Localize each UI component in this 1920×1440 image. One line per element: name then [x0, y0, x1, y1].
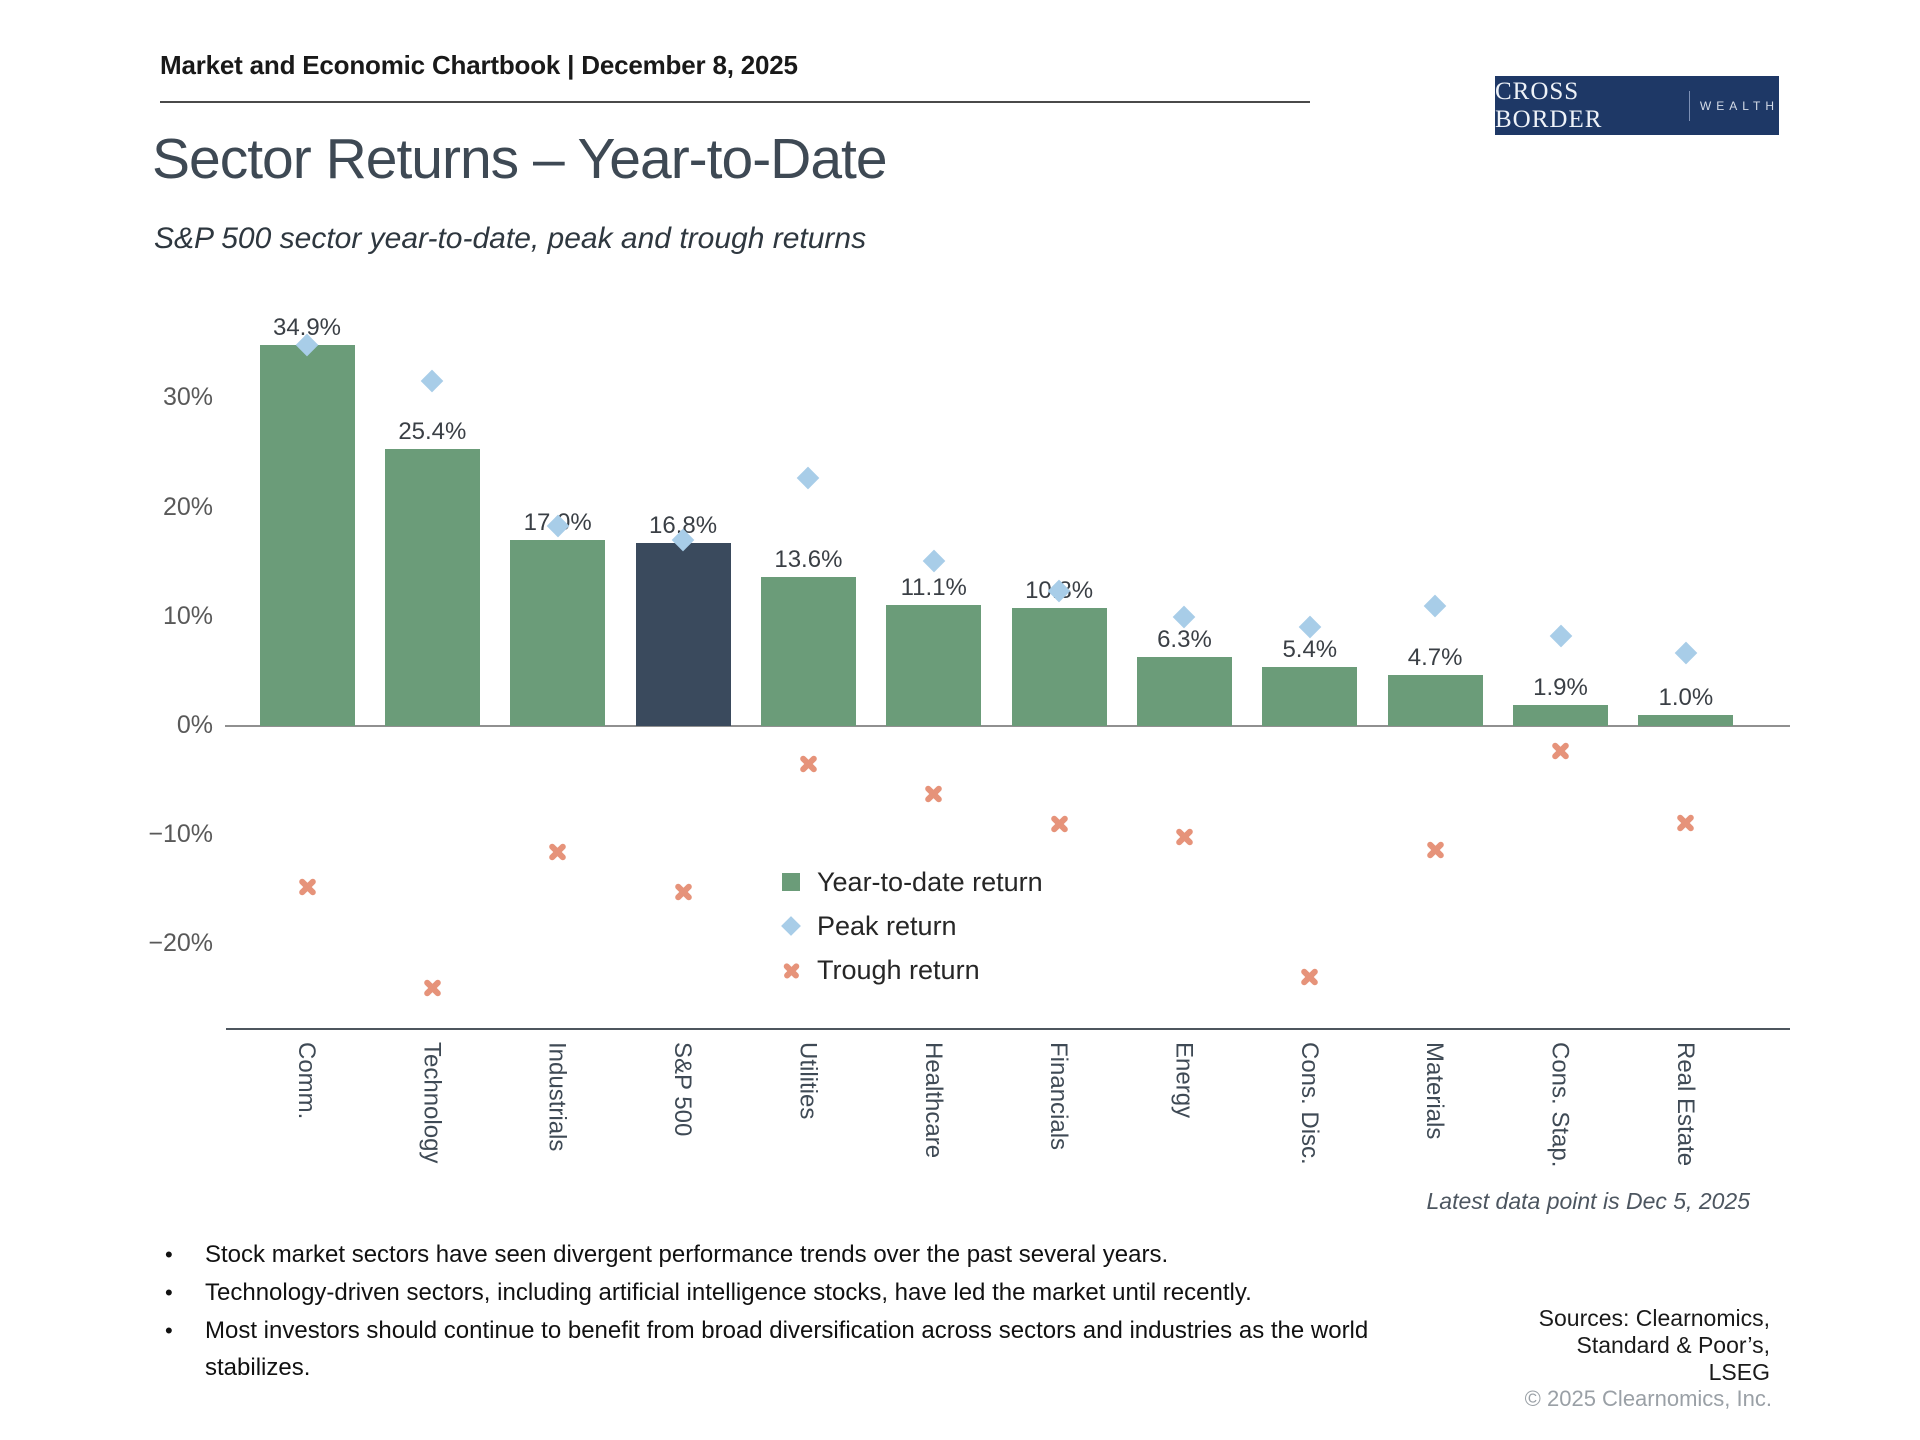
x-category-label: Industrials — [543, 1042, 571, 1152]
peak-marker — [922, 549, 946, 573]
trough-marker — [297, 876, 318, 897]
latest-data-note: Latest data point is Dec 5, 2025 — [1426, 1188, 1751, 1214]
x-category-label: Cons. Disc. — [1295, 1042, 1323, 1165]
peak-diamond-icon — [781, 916, 801, 936]
sources-line: Standard & Poor’s, — [1576, 1332, 1771, 1358]
bar-value-label: 5.4% — [1282, 636, 1338, 664]
peak-marker — [1173, 605, 1196, 629]
x-category-label: Energy — [1170, 1042, 1198, 1119]
ytd-bar-financials — [1011, 608, 1107, 726]
ytd-bar-industrials — [510, 540, 606, 726]
x-category-label: Financials — [1045, 1042, 1073, 1151]
x-category-label: Healthcare — [919, 1042, 947, 1159]
ytd-square-icon — [782, 873, 800, 891]
ytd-bar-real-estate — [1638, 715, 1734, 726]
trough-marker — [798, 754, 819, 775]
x-category-label: S&P 500 — [669, 1042, 697, 1137]
ytd-bar-technology — [384, 448, 480, 726]
trough-marker — [422, 978, 443, 999]
peak-marker — [1423, 594, 1447, 618]
legend-label-ytd: Year-to-date return — [817, 866, 1043, 897]
sources-note: Sources: Clearnomics, Standard & Poor’s,… — [1400, 1305, 1770, 1386]
bar-value-label: 1.9% — [1533, 674, 1588, 702]
legend-item-trough: Trough return — [782, 948, 1043, 992]
sources-line: LSEG — [1708, 1359, 1770, 1385]
ytd-bar-materials — [1387, 674, 1483, 726]
header-divider — [160, 101, 1310, 103]
legend-label-trough: Trough return — [817, 954, 980, 985]
ytd-bar-energy — [1136, 657, 1232, 726]
chart-legend: Year-to-date return Peak return Trough r… — [781, 860, 1043, 992]
trough-marker — [923, 783, 944, 804]
legend-item-ytd: Year-to-date return — [782, 860, 1043, 904]
bar-value-label: 1.0% — [1658, 684, 1714, 712]
copyright-note: © 2025 Clearnomics, Inc. — [1524, 1386, 1772, 1411]
chartbook-header: Market and Economic Chartbook | December… — [160, 50, 798, 80]
cross-border-wealth-logo: CROSS BORDER WEALTH — [1495, 76, 1779, 135]
peak-marker — [1674, 641, 1698, 665]
sources-line: Sources: Clearnomics, — [1538, 1305, 1770, 1331]
bullet-dot: • — [165, 1318, 173, 1343]
x-category-label: Utilities — [794, 1042, 822, 1120]
trough-marker — [1675, 813, 1696, 834]
legend-label-peak: Peak return — [817, 910, 957, 941]
trough-marker — [1550, 741, 1571, 762]
bar-value-label: 6.3% — [1157, 626, 1212, 654]
bar-value-label: 13.6% — [774, 546, 843, 574]
bar-value-label: 25.4% — [398, 417, 467, 445]
logo-divider — [1688, 90, 1690, 121]
x-category-label: Real Estate — [1671, 1042, 1699, 1167]
trough-x-icon — [782, 961, 801, 980]
y-tick-label: 0% — [176, 711, 213, 739]
ytd-bar-utilities — [760, 577, 856, 726]
ytd-bar-healthcare — [886, 604, 982, 726]
ytd-bar-comm- — [259, 344, 355, 726]
peak-marker — [421, 369, 444, 393]
trough-marker — [547, 841, 568, 862]
bullet-dot: • — [165, 1280, 173, 1305]
x-category-label: Materials — [1421, 1042, 1449, 1140]
bullet-item: • Most investors should continue to bene… — [165, 1312, 1440, 1386]
trough-marker — [1299, 967, 1320, 988]
y-tick-label: 20% — [162, 492, 213, 521]
trough-marker — [1174, 827, 1195, 848]
bullet-item: • Stock market sectors have seen diverge… — [165, 1236, 1440, 1273]
x-category-label: Cons. Stap. — [1546, 1042, 1574, 1168]
bullet-text: Most investors should continue to benefi… — [205, 1317, 1369, 1381]
trough-marker — [1425, 840, 1446, 861]
peak-marker — [1298, 615, 1322, 638]
ytd-bar-cons-disc- — [1262, 667, 1358, 726]
y-tick-label: 30% — [162, 383, 213, 412]
bullet-dot: • — [165, 1242, 173, 1267]
bullet-text: Technology-driven sectors, including art… — [205, 1279, 1252, 1306]
page-subtitle: S&P 500 sector year-to-date, peak and tr… — [154, 222, 867, 255]
logo-secondary-text: WEALTH — [1699, 98, 1779, 113]
page-title: Sector Returns – Year-to-Date — [152, 127, 888, 191]
ytd-bar-cons-stap- — [1513, 705, 1608, 726]
legend-item-peak: Peak return — [781, 904, 1043, 948]
bar-value-label: 4.7% — [1407, 643, 1463, 671]
peak-marker — [797, 466, 820, 490]
y-tick-label: −20% — [148, 929, 213, 958]
ytd-bar-s-p-500 — [635, 542, 731, 726]
zero-axis-line — [225, 725, 1790, 727]
x-category-label: Comm. — [293, 1042, 320, 1120]
bar-value-label: 11.1% — [900, 573, 967, 601]
y-tick-label: −10% — [148, 820, 213, 849]
trough-marker — [673, 881, 694, 902]
logo-primary-text: CROSS BORDER — [1495, 77, 1603, 133]
bullet-text: Stock market sectors have seen divergent… — [205, 1241, 1169, 1268]
peak-marker — [1549, 625, 1572, 648]
bullet-item: • Technology-driven sectors, including a… — [165, 1274, 1440, 1311]
x-category-label: Technology — [418, 1042, 446, 1164]
y-tick-label: 10% — [162, 601, 213, 630]
x-axis-spine — [226, 1028, 1790, 1030]
trough-marker — [1049, 814, 1070, 835]
commentary-bullets: • Stock market sectors have seen diverge… — [165, 1236, 1440, 1387]
